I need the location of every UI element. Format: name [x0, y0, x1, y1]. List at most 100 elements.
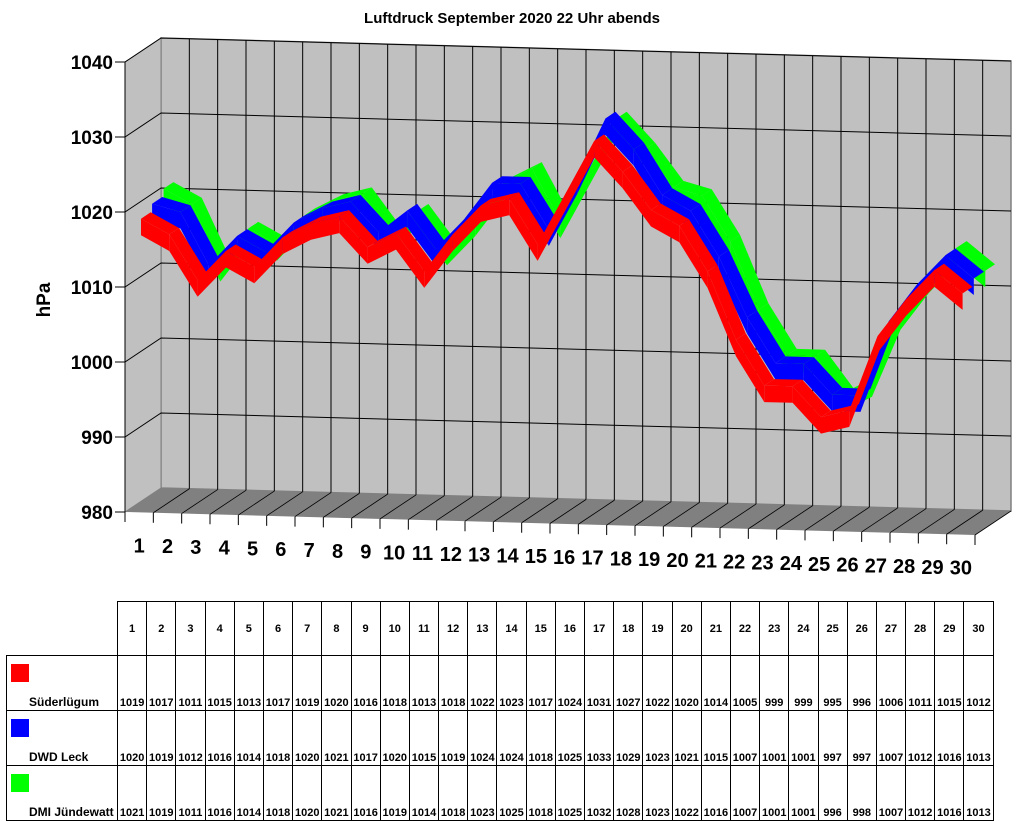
floor-gridline — [266, 491, 303, 517]
table-cell: 1017 — [350, 710, 381, 766]
y-tick-label: 990 — [81, 428, 113, 449]
ribbon-face — [509, 198, 538, 261]
ribbon-segment — [152, 197, 191, 212]
table-cell: 1019 — [379, 765, 410, 821]
ribbon-segment — [248, 221, 287, 245]
table-row: DMI Jündewatt 1021 1019 1011 1016 1014 1018 102… — [6, 765, 994, 821]
x-tick-label: 23 — [751, 552, 773, 574]
ribbon-segment — [957, 241, 995, 271]
table-cell: 1001 — [788, 710, 819, 766]
ribbon-face — [605, 118, 634, 166]
table-cell: 1018 — [525, 710, 556, 766]
table-cell: 1027 — [613, 655, 644, 711]
x-tick-label: 28 — [893, 556, 915, 578]
ribbon-face — [254, 237, 283, 284]
floor-gridline — [209, 489, 247, 515]
ribbon-face — [906, 270, 935, 316]
floor-gridline — [521, 498, 558, 524]
floor-gridline — [464, 496, 502, 522]
ribbon-face — [169, 234, 198, 297]
table-cell: 1012 — [175, 710, 206, 766]
floor-gridline — [578, 499, 615, 525]
ribbon-segment — [481, 192, 519, 206]
x-tick-label: 4 — [219, 538, 231, 560]
ribbon-face — [481, 198, 510, 222]
ribbon-face — [152, 203, 181, 229]
ribbon-segment — [617, 111, 655, 150]
ribbon-face — [452, 205, 481, 252]
chart-series-ribbons — [141, 111, 995, 434]
floor-gridline — [691, 503, 728, 528]
ribbon-segment — [815, 349, 854, 395]
table-cell: 1024 — [467, 710, 498, 766]
ribbon-segment — [645, 142, 684, 188]
table-header-cell: 22 — [729, 601, 761, 656]
ribbon-segment — [226, 244, 264, 267]
table-cell: 1015 — [408, 710, 440, 766]
y-tick-label: 1030 — [71, 128, 113, 149]
floor-gridline — [861, 507, 898, 533]
x-tick-label: 11 — [412, 543, 433, 565]
table-cell: 1029 — [613, 710, 644, 766]
table-cell: 1023 — [642, 710, 673, 766]
table-header-cell: 23 — [759, 601, 790, 656]
ribbon-segment — [730, 234, 769, 310]
ribbon-face — [934, 270, 963, 310]
table-cell: 1023 — [642, 765, 673, 821]
table-cell: 1032 — [583, 765, 615, 821]
legend-label: DMI Jündewatt — [29, 805, 114, 819]
floor-gridline — [153, 488, 190, 514]
table-cell: 995 — [817, 655, 848, 711]
x-tick-label: 9 — [360, 542, 371, 564]
table-row: DWD Leck 1020 1019 1012 1016 1014 1018 1020 1021… — [6, 710, 994, 766]
table-cell: 1025 — [496, 765, 527, 821]
table-cell: 1023 — [467, 765, 498, 821]
ribbon-segment — [367, 226, 406, 248]
ribbon-segment — [605, 111, 644, 150]
x-tick-label: 14 — [496, 545, 519, 567]
x-tick-label: 3 — [190, 537, 201, 559]
table-cell: 1014 — [408, 765, 440, 821]
floor-gridline — [351, 493, 388, 519]
table-cell: 1013 — [963, 765, 994, 821]
table-cell: 1018 — [438, 765, 469, 821]
x-tick-label: 30 — [950, 558, 972, 580]
table-cell: 1001 — [759, 765, 790, 821]
table-header-cell: 3 — [175, 601, 206, 656]
table-cell: 1020 — [292, 710, 323, 766]
table-cell: 1022 — [642, 655, 673, 711]
table-row: Süderlügum 1019 1017 1011 1015 1013 1017 1019 10… — [6, 655, 994, 711]
floor-gridline — [379, 494, 417, 520]
table-header-cell: 8 — [321, 601, 352, 656]
ribbon-segment — [702, 189, 740, 242]
table-corner — [6, 601, 118, 656]
table-cell: 1014 — [700, 655, 731, 711]
table-cell: 1007 — [729, 765, 761, 821]
ribbon-face — [197, 251, 226, 297]
table-header-cell: 5 — [233, 601, 264, 656]
table-cell: 1020 — [116, 710, 148, 766]
table-header-cell: 10 — [379, 601, 410, 656]
table-header-cell: 16 — [554, 601, 586, 656]
ribbon-segment — [690, 204, 729, 257]
table-cell: 1015 — [934, 655, 965, 711]
table-cell: 1020 — [379, 710, 410, 766]
floor-gridline — [323, 493, 360, 518]
x-tick-label: 1 — [134, 535, 145, 557]
ribbon-segment — [237, 229, 276, 252]
table-cell: 1005 — [729, 655, 761, 711]
table-cell: 997 — [846, 710, 877, 766]
ribbon-face — [679, 225, 708, 288]
table-cell: 1018 — [262, 765, 294, 821]
ribbon-face — [872, 313, 901, 397]
y-tick-label: 1010 — [71, 278, 113, 299]
ribbon-segment — [622, 165, 661, 210]
table-cell: 1023 — [496, 655, 527, 711]
table-cell: 1025 — [554, 710, 586, 766]
ribbon-segment — [821, 403, 859, 418]
chart-title: Luftdruck September 2020 22 Uhr abends — [364, 10, 660, 27]
table-cell: 1033 — [583, 710, 615, 766]
ribbon-segment — [758, 303, 797, 356]
legend-swatch-icon — [11, 774, 29, 792]
